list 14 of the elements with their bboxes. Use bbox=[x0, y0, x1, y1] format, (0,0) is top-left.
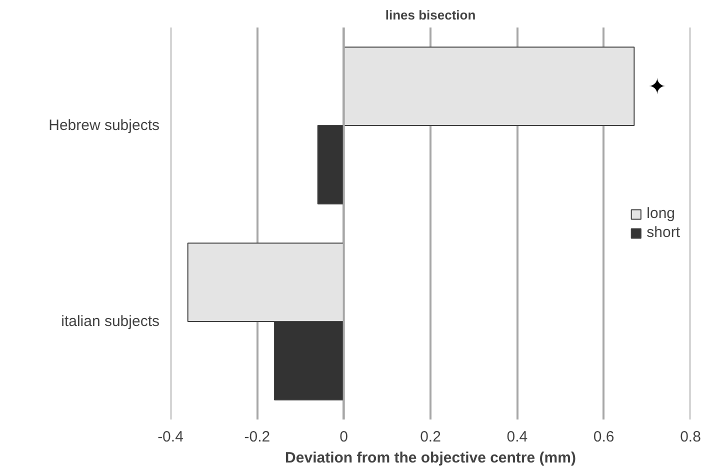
x-tick-label: 0.4 bbox=[506, 428, 528, 446]
x-tick-label: 0 bbox=[340, 428, 348, 446]
annotation: ✦ bbox=[648, 74, 666, 99]
y-tick-label: italian subjects bbox=[61, 313, 160, 330]
x-tick-label: -0.4 bbox=[158, 428, 184, 446]
legend-label: long bbox=[646, 205, 675, 222]
x-tick-label: 0.2 bbox=[420, 428, 441, 446]
y-tick-label: Hebrew subjects bbox=[48, 117, 160, 134]
x-tick-label: 0.6 bbox=[593, 428, 614, 446]
legend-label: short bbox=[646, 224, 680, 241]
chart-title: lines bisection bbox=[385, 8, 476, 22]
x-tick-label: -0.2 bbox=[244, 428, 270, 446]
x-axis-title: Deviation from the objective centre (mm) bbox=[285, 450, 576, 466]
x-tick-label: 0.8 bbox=[680, 428, 701, 446]
